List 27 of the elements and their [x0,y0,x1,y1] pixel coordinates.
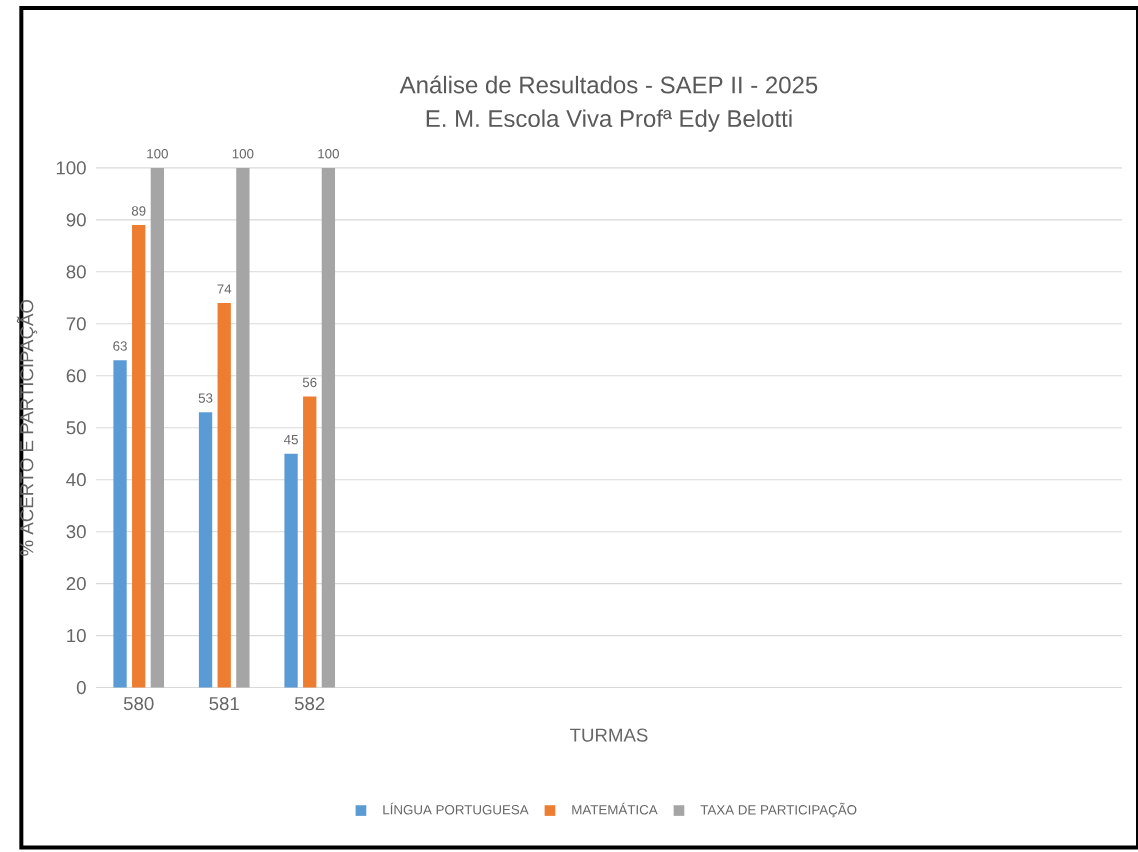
bar [321,167,336,688]
bar [198,411,213,688]
bar [150,167,165,688]
y-tick-label: 40 [66,472,86,486]
y-tick-label: 0 [76,680,86,694]
bar [284,453,298,688]
y-tick-label: 20 [66,576,86,590]
y-tick-label: 100 [56,160,86,175]
y-tick-label: 80 [66,264,86,279]
bar [132,224,146,688]
y-axis-title: % ACERTO E PARTICIPAÇÃO [16,299,38,556]
y-tick-label: 60 [66,368,86,382]
y-tick-label: 90 [66,212,86,227]
y-tick-label: 10 [67,628,86,642]
x-axis-title: TURMAS [570,728,648,742]
y-tick-label: 50 [66,420,86,434]
chart-subtitle: E. M. Escola Viva Profª Edy Belotti [426,109,792,132]
chart-title: Análise de Resultados - SAEP II - 2025 [399,75,818,94]
bar [236,167,250,688]
bar [303,396,317,688]
x-tick-label: 581 [209,696,239,710]
y-tick-label: 70 [66,316,86,330]
x-tick-label: 580 [123,696,154,710]
bar [217,302,231,688]
x-tick-label: 582 [294,696,325,710]
y-tick-label: 30 [66,524,86,538]
bar [113,359,127,688]
